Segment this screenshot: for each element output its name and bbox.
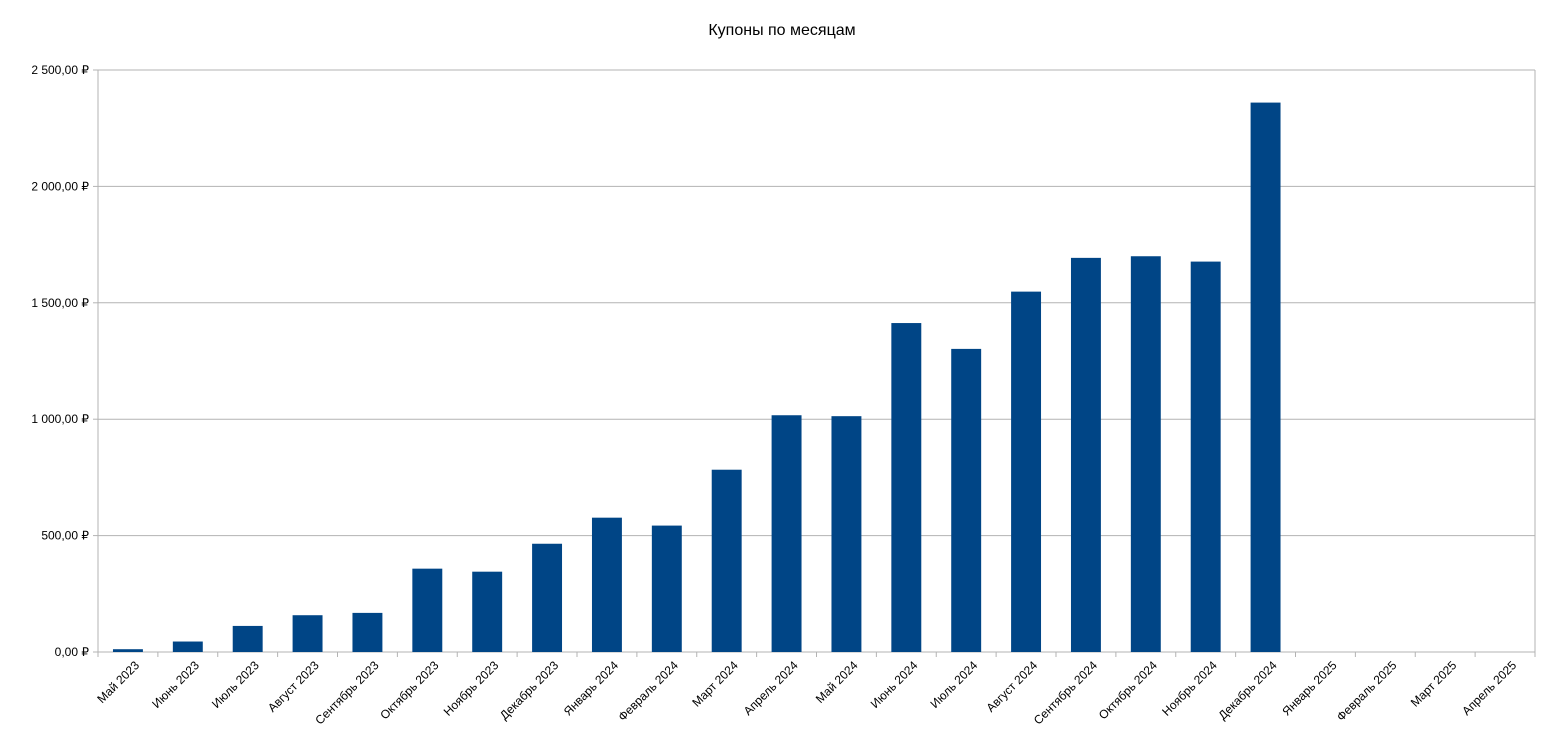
y-axis: 0,00 ₽ 500,00 ₽ 1 000,00 ₽ 1 500,00 ₽ 2 000,… bbox=[31, 63, 89, 659]
bar bbox=[891, 323, 922, 652]
bar bbox=[1130, 256, 1161, 652]
x-tick-label: Август 2023 bbox=[265, 658, 322, 715]
bar bbox=[112, 649, 143, 652]
x-tick-label: Апрель 2025 bbox=[1459, 658, 1519, 718]
x-tick-label: Октябрь 2023 bbox=[377, 658, 441, 722]
bar bbox=[472, 571, 503, 652]
x-tick-label: Сентябрь 2024 bbox=[1031, 658, 1100, 727]
y-tick-label: 0,00 ₽ bbox=[55, 645, 90, 659]
bar bbox=[651, 525, 682, 652]
x-tick-label: Июль 2024 bbox=[928, 658, 981, 711]
x-tick-label: Август 2024 bbox=[984, 658, 1041, 715]
bar bbox=[1070, 257, 1101, 652]
chart-title: Купоны по месяцам bbox=[708, 22, 856, 39]
grid bbox=[93, 69, 1536, 657]
y-tick-label: 1 500,00 ₽ bbox=[31, 296, 89, 310]
bar bbox=[1250, 102, 1281, 653]
x-tick-label: Февраль 2024 bbox=[615, 658, 681, 724]
bar bbox=[1190, 261, 1221, 652]
x-tick-label: Июнь 2024 bbox=[868, 658, 921, 711]
bar bbox=[591, 517, 622, 652]
x-tick-label: Апрель 2024 bbox=[741, 658, 801, 718]
bar bbox=[951, 348, 982, 652]
y-tick-label: 2 500,00 ₽ bbox=[31, 63, 89, 77]
x-tick-label: Октябрь 2024 bbox=[1096, 658, 1160, 722]
bar bbox=[352, 612, 383, 652]
x-tick-label: Ноябрь 2023 bbox=[441, 658, 502, 719]
x-tick-label: Декабрь 2024 bbox=[1215, 658, 1279, 722]
y-tick-label: 2 000,00 ₽ bbox=[31, 179, 89, 193]
x-tick-label: Январь 2024 bbox=[561, 658, 621, 718]
x-tick-label: Ноябрь 2024 bbox=[1159, 658, 1220, 719]
x-tick-label: Май 2023 bbox=[94, 658, 142, 706]
x-tick-label: Май 2024 bbox=[813, 658, 861, 706]
x-tick-label: Сентябрь 2023 bbox=[312, 658, 381, 727]
bar bbox=[1011, 291, 1042, 652]
bar bbox=[412, 568, 443, 652]
x-tick-label: Март 2025 bbox=[1408, 658, 1460, 710]
bar bbox=[711, 469, 742, 652]
bar bbox=[172, 641, 203, 652]
x-tick-label: Январь 2025 bbox=[1279, 658, 1339, 718]
y-tick-label: 500,00 ₽ bbox=[41, 529, 89, 543]
bar bbox=[831, 416, 862, 652]
bar bbox=[771, 415, 802, 652]
x-tick-label: Февраль 2025 bbox=[1334, 658, 1400, 724]
bar bbox=[292, 615, 323, 652]
bars bbox=[112, 102, 1281, 653]
x-tick-label: Март 2024 bbox=[689, 658, 741, 710]
x-tick-label: Июнь 2023 bbox=[149, 658, 202, 711]
bar bbox=[532, 543, 563, 652]
x-axis: Май 2023 Июнь 2023 Июль 2023 Август 2023Сен… bbox=[94, 658, 1519, 727]
x-tick-label: Декабрь 2023 bbox=[497, 658, 561, 722]
x-tick-label: Июль 2023 bbox=[209, 658, 262, 711]
y-tick-label: 1 000,00 ₽ bbox=[31, 412, 89, 426]
bar bbox=[232, 625, 263, 652]
